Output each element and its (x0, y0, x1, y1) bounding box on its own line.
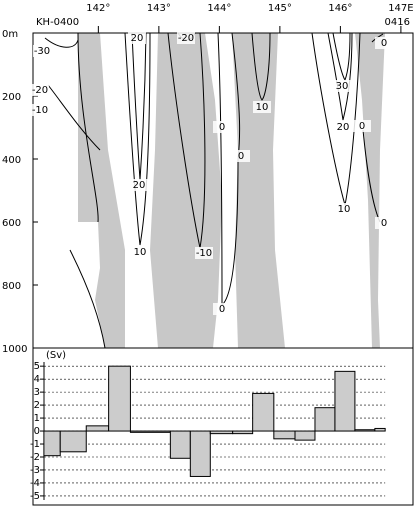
y-tick-label: 0 (34, 426, 40, 437)
contour-label: 0 (381, 38, 387, 49)
contour-label: -10 (196, 248, 212, 259)
y-tick-label: 200 (2, 92, 21, 103)
bar (85, 425, 110, 432)
contour-line (311, 32, 361, 206)
y-tick-label: -2 (30, 452, 40, 463)
bar (189, 430, 211, 477)
negative-region (355, 33, 385, 348)
y-tick-label: 1 (34, 413, 40, 424)
bar (108, 365, 131, 432)
contour-line (124, 32, 151, 246)
label-background (131, 246, 149, 258)
x-tick-label: 143° (147, 3, 171, 14)
y-tick-label: 5 (34, 361, 40, 372)
bar (354, 429, 376, 432)
bar (59, 430, 87, 453)
y-tick-label: -1 (30, 439, 40, 450)
end-label: 0416 (385, 17, 410, 28)
label-background (232, 150, 250, 162)
bar (43, 430, 61, 457)
bar (374, 427, 386, 432)
label-background (334, 121, 352, 133)
x-tick-label: 146° (328, 3, 352, 14)
contour-label: 20 (337, 122, 350, 133)
contour-label: -20 (32, 85, 48, 96)
bar (169, 430, 191, 459)
label-background (213, 121, 231, 133)
contour-label: 20 (131, 33, 144, 44)
y-tick-label: 800 (2, 281, 21, 292)
contour-line (131, 32, 147, 181)
negative-region (232, 33, 285, 348)
contour-label: 0 (219, 122, 225, 133)
label-background (177, 32, 195, 44)
label-background (195, 247, 213, 259)
start-label: KH-0400 (36, 17, 79, 28)
contour-label: 10 (338, 204, 351, 215)
label-background (375, 37, 393, 49)
contour-line (69, 32, 106, 349)
y-axis-label: (Sv) (46, 350, 66, 361)
label-background (335, 203, 353, 215)
bar (232, 430, 254, 435)
x-tick-label: 147E (388, 3, 413, 14)
x-tick-label: 144° (207, 3, 231, 14)
contour-label: -20 (178, 33, 194, 44)
label-background (31, 104, 49, 116)
contour-label: 30 (336, 81, 349, 92)
y-tick-label: -4 (30, 478, 40, 489)
bar (334, 370, 356, 432)
contour-label: 0 (381, 218, 387, 229)
y-tick-label: 600 (2, 218, 21, 229)
bar (252, 392, 275, 432)
label-background (33, 45, 51, 57)
contour-line (44, 37, 101, 151)
bar (129, 430, 171, 433)
x-tick-label: 142° (86, 3, 110, 14)
contour-label: -10 (32, 105, 48, 116)
y-tick-label: 4 (34, 374, 40, 385)
negative-region (150, 33, 222, 348)
label-background (130, 179, 148, 191)
contour-label: 0 (238, 151, 244, 162)
label-background (353, 120, 371, 132)
bar (273, 430, 296, 440)
contour-line (327, 32, 353, 121)
transport-frame (32, 347, 414, 506)
y-tick-label: 2 (34, 400, 40, 411)
x-tick-label: 145° (268, 3, 292, 14)
label-background (128, 32, 146, 44)
contour-line (251, 32, 271, 101)
contour-label: 10 (256, 102, 269, 113)
label-background (375, 217, 393, 229)
label-background (31, 84, 49, 96)
negative-region (78, 33, 125, 348)
bar (294, 430, 316, 441)
label-background (253, 101, 271, 113)
y-tick-label: 0m (2, 29, 18, 40)
contour-label: 0 (219, 304, 225, 315)
y-tick-label: 400 (2, 155, 21, 166)
y-tick-label: -5 (30, 491, 40, 502)
y-tick-label: -3 (30, 465, 40, 476)
contour-label: 20 (133, 180, 146, 191)
bar (209, 430, 234, 435)
label-background (333, 80, 351, 92)
label-background (213, 303, 231, 315)
contour-label: -30 (34, 46, 50, 57)
contour-label: 0 (359, 121, 365, 132)
contour-label: 10 (134, 247, 147, 258)
bar (314, 407, 336, 432)
y-tick-label: 1000 (2, 344, 27, 355)
contour-line (217, 32, 241, 307)
y-tick-label: 3 (34, 387, 40, 398)
